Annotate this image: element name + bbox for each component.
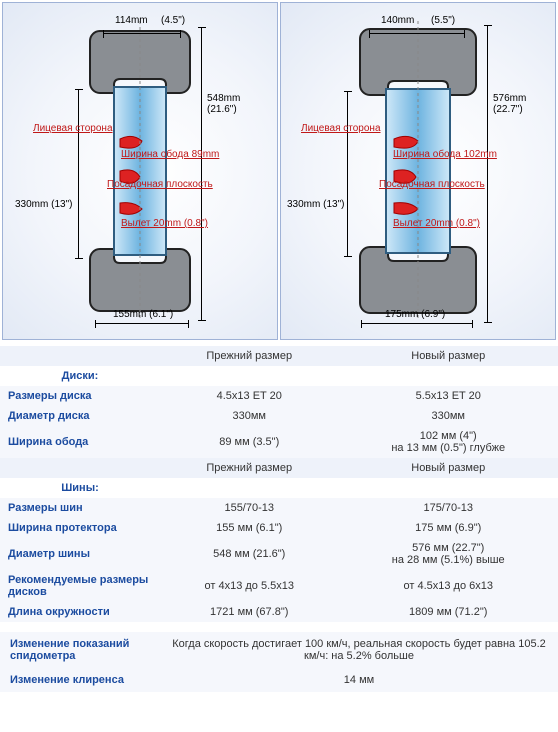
table-row: Прежний размер Новый размер (0, 346, 558, 366)
lbl-width-mm-r: 140mm (381, 15, 414, 26)
lbl-mount-plane-r: Посадочная плоскость (379, 179, 485, 190)
lbl-diam-in: (21.6") (207, 104, 240, 115)
lbl-width-mm: 114mm (115, 15, 148, 26)
table-row: Изменение клиренса 14 мм (0, 668, 558, 692)
comparison-table: Прежний размер Новый размер Диски: Разме… (0, 346, 558, 622)
lbl-width-in: (4.5") (161, 15, 185, 26)
table-row: Размеры шин 155/70-13 175/70-13 (0, 498, 558, 518)
table-row: Размеры диска 4.5x13 ET 20 5.5x13 ET 20 (0, 386, 558, 406)
lbl-tread-in-r: (6.9") (421, 309, 445, 320)
footer-table: Изменение показаний спидометра Когда ско… (0, 632, 558, 692)
tire-cross-section-left (80, 21, 200, 321)
table-row: Ширина протектора 155 мм (6.1") 175 мм (… (0, 518, 558, 538)
lbl-hub-in-r: (13") (323, 199, 344, 210)
table-row: Рекомендуемые размеры дисков от 4x13 до … (0, 570, 558, 602)
lbl-diam-mm: 548mm (207, 93, 240, 104)
lbl-hub-in: (13") (51, 199, 72, 210)
tire-cross-section-right (350, 21, 486, 321)
lbl-diam-in-r: (22.7") (493, 104, 526, 115)
lbl-offset: Вылет 20mm (0.8") (121, 218, 208, 229)
lbl-hub-mm-r: 330mm (287, 199, 320, 210)
lbl-offset-r: Вылет 20mm (0.8") (393, 218, 480, 229)
panel-previous: 114mm (4.5") 548mm (21.6") 330mm (13") Л… (2, 2, 278, 340)
table-row: Шины: (0, 478, 558, 498)
diagram-row: 114mm (4.5") 548mm (21.6") 330mm (13") Л… (0, 0, 558, 342)
lbl-diam-mm-r: 576mm (493, 93, 526, 104)
lbl-tread-mm-r: 175mm (385, 309, 418, 320)
lbl-tread-mm: 155mm (113, 309, 146, 320)
col-prev: Прежний размер (160, 346, 338, 366)
table-row: Изменение показаний спидометра Когда ско… (0, 632, 558, 668)
table-row: Длина окружности 1721 мм (67.8") 1809 мм… (0, 602, 558, 622)
lbl-mount-plane: Посадочная плоскость (107, 179, 213, 190)
lbl-face-side-r: Лицевая сторона (301, 123, 381, 134)
lbl-tread-in: (6.1") (149, 309, 173, 320)
table-row: Диски: (0, 366, 558, 386)
lbl-hub-mm: 330mm (15, 199, 48, 210)
table-row: Прежний размер Новый размер (0, 458, 558, 478)
panel-new: 140mm (5.5") 576mm (22.7") 330mm (13") Л… (280, 2, 556, 340)
lbl-width-in-r: (5.5") (431, 15, 455, 26)
lbl-rim-width-r: Ширина обода 102mm (393, 149, 497, 160)
table-row: Ширина обода 89 мм (3.5") 102 мм (4") на… (0, 426, 558, 458)
lbl-face-side: Лицевая сторона (33, 123, 113, 134)
lbl-rim-width: Ширина обода 89mm (121, 149, 219, 160)
table-row: Диаметр диска 330мм 330мм (0, 406, 558, 426)
table-row: Диаметр шины 548 мм (21.6") 576 мм (22.7… (0, 538, 558, 570)
col-new: Новый размер (338, 346, 558, 366)
